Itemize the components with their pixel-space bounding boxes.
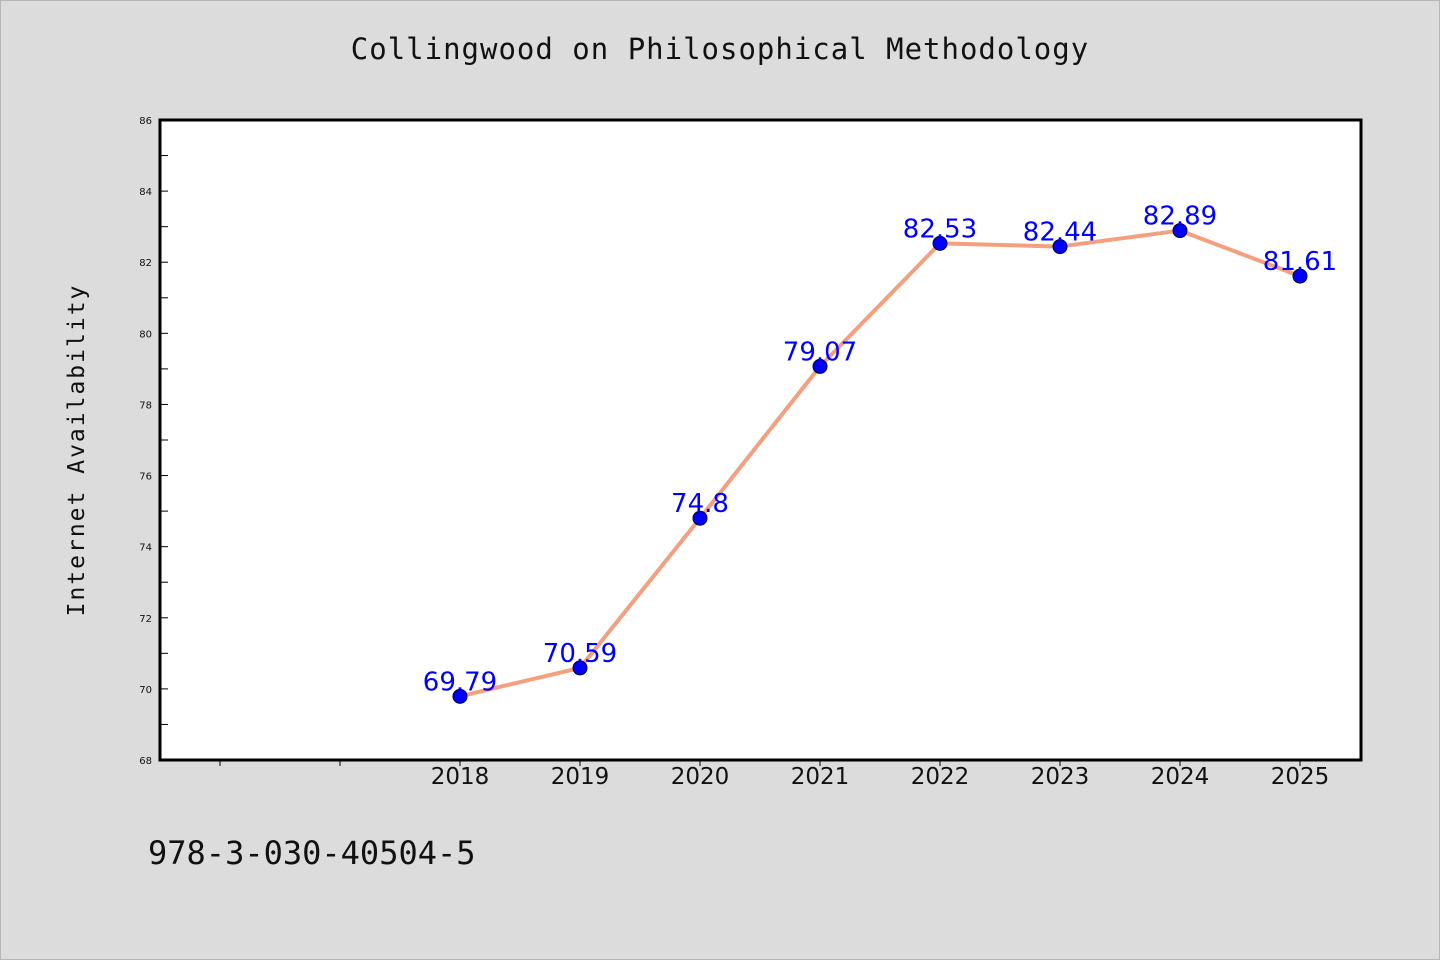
data-labels-group: 69.79 70.59 74.8 79.07 82.53 82.44 82.89 81.61: [423, 202, 1337, 698]
y-tick-label: 86: [139, 116, 152, 127]
y-tick-label: 72: [139, 614, 152, 625]
data-label: 69.79: [423, 667, 497, 697]
x-tick-label: 2024: [1151, 764, 1210, 790]
x-tick-label: 2023: [1031, 764, 1090, 790]
x-tick-label: 2021: [791, 764, 850, 790]
y-tick-label: 74: [139, 543, 152, 554]
data-label: 70.59: [543, 639, 617, 669]
y-tick-label: 78: [139, 400, 152, 411]
y-tick-label: 84: [139, 187, 152, 198]
data-label: 82.53: [903, 214, 977, 244]
x-tick-label: 2018: [431, 764, 490, 790]
y-tick-label: 80: [139, 329, 152, 340]
data-label: 74.8: [671, 489, 729, 519]
y-tick-label: 76: [139, 472, 152, 483]
data-label: 81.61: [1263, 247, 1337, 277]
x-tick-label: 2020: [671, 764, 730, 790]
data-point-marker: [452, 688, 468, 704]
x-tick-label: 2019: [551, 764, 610, 790]
data-point-marker: [1172, 223, 1188, 239]
y-tick-label: 68: [139, 756, 152, 767]
y-tick-label: 82: [139, 258, 152, 269]
series-line: [458, 228, 1302, 699]
x-axis: 2018 2019 2020 2021 2022 2023 2024 2025: [219, 760, 1330, 790]
data-point-marker: [692, 510, 708, 526]
y-tick-label: 70: [139, 685, 152, 696]
y-axis: 68 70 72 74 76 78 80 82 84 86: [139, 116, 168, 767]
x-tick-label: 2022: [911, 764, 970, 790]
data-point-marker: [932, 235, 948, 251]
isbn-text: 978-3-030-40504-5: [148, 834, 476, 872]
data-label: 79.07: [783, 337, 857, 367]
chart-title: Collingwood on Philosophical Methodology: [350, 32, 1090, 66]
data-point-marker: [812, 358, 828, 374]
series-line-group: [452, 223, 1308, 704]
data-label: 82.44: [1023, 218, 1097, 248]
data-point-marker: [572, 660, 588, 676]
x-tick-label: 2025: [1271, 764, 1330, 790]
data-label: 82.89: [1143, 202, 1217, 232]
data-point-marker: [1292, 268, 1308, 284]
data-point-marker: [1052, 239, 1068, 255]
